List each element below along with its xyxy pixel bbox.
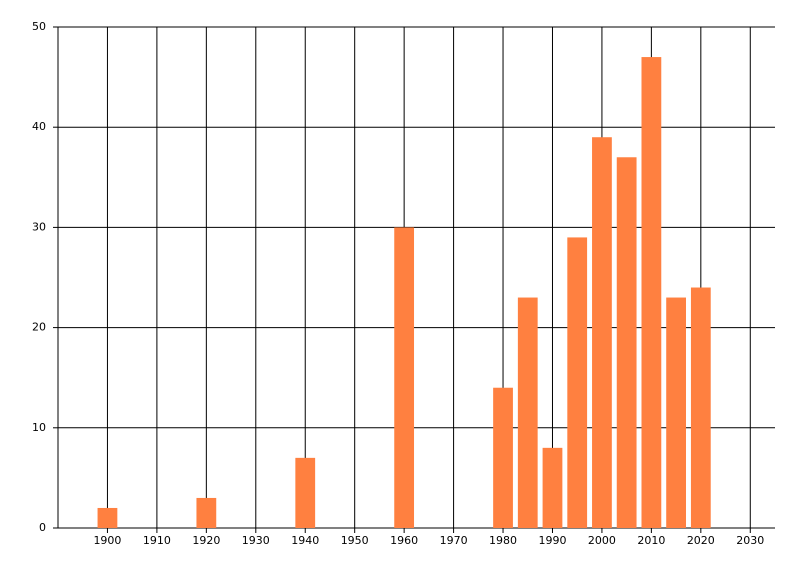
x-tick-label: 1970 (440, 534, 468, 547)
bar (517, 297, 538, 528)
bar (542, 447, 563, 528)
bar (97, 507, 118, 528)
x-tick-label: 1950 (341, 534, 369, 547)
x-tick-label: 1900 (93, 534, 121, 547)
y-tick-label: 50 (32, 20, 46, 33)
bar (493, 387, 513, 528)
x-tick-label: 1910 (143, 534, 171, 547)
y-tick-label: 40 (32, 120, 46, 133)
bar (196, 497, 217, 528)
bar (295, 457, 316, 528)
bar (616, 157, 637, 528)
bar (690, 287, 711, 528)
bar (394, 227, 415, 528)
bar (666, 297, 686, 528)
x-tick-label: 2000 (588, 534, 616, 547)
bar (592, 137, 612, 528)
x-tick-label: 2030 (736, 534, 764, 547)
y-tick-label: 10 (32, 421, 46, 434)
bar (567, 237, 588, 529)
x-tick-label: 1930 (242, 534, 270, 547)
x-tick-label: 1940 (291, 534, 319, 547)
x-tick-label: 1990 (538, 534, 566, 547)
y-tick-label: 20 (32, 321, 46, 334)
x-tick-label: 2010 (637, 534, 665, 547)
x-tick-label: 2020 (687, 534, 715, 547)
x-tick-label: 1980 (489, 534, 517, 547)
y-tick-label: 0 (39, 521, 46, 534)
x-tick-label: 1960 (390, 534, 418, 547)
y-tick-label: 30 (32, 220, 46, 233)
bar (641, 57, 662, 529)
x-tick-label: 1920 (192, 534, 220, 547)
